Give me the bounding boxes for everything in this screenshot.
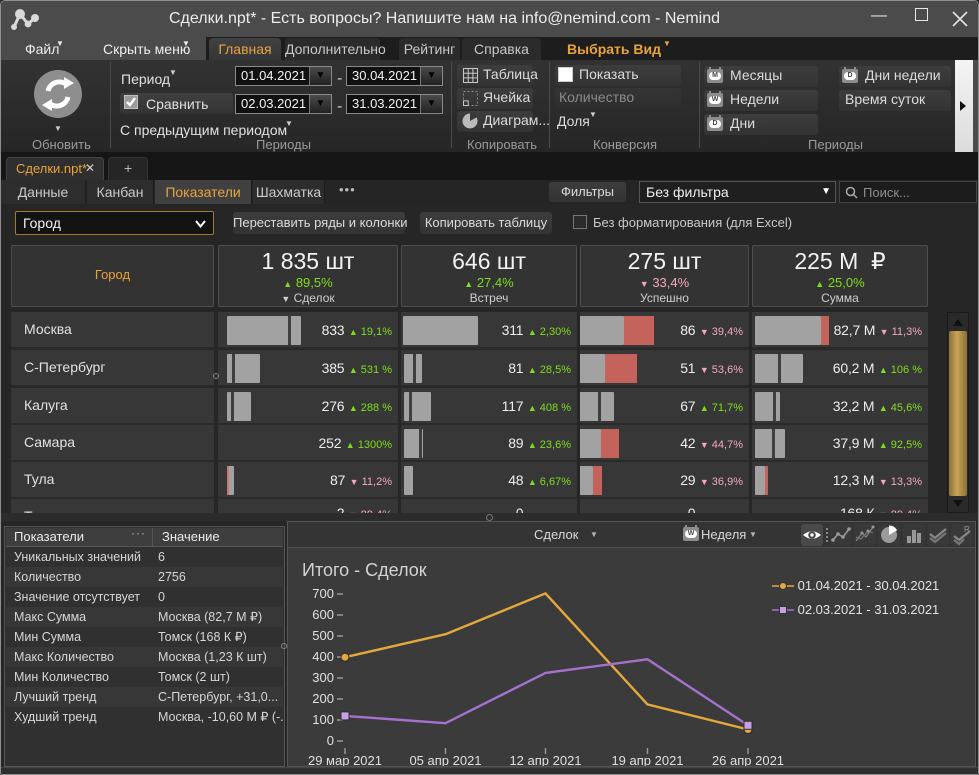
svg-text:R: R [964,525,970,534]
svg-text:12 апр 2021: 12 апр 2021 [509,753,581,766]
svg-text:05 апр 2021: 05 апр 2021 [409,753,481,766]
svg-text:300: 300 [312,670,334,685]
svg-text:600: 600 [312,607,334,622]
svg-text:100: 100 [312,712,334,727]
svg-text:29 мар 2021: 29 мар 2021 [308,753,382,766]
svg-text:400: 400 [312,649,334,664]
svg-text:19 апр 2021: 19 апр 2021 [611,753,683,766]
svg-text:500: 500 [312,628,334,643]
svg-text:700: 700 [312,586,334,601]
svg-text:0: 0 [327,733,334,748]
svg-text:200: 200 [312,691,334,706]
svg-text:26 апр 2021: 26 апр 2021 [712,753,784,766]
